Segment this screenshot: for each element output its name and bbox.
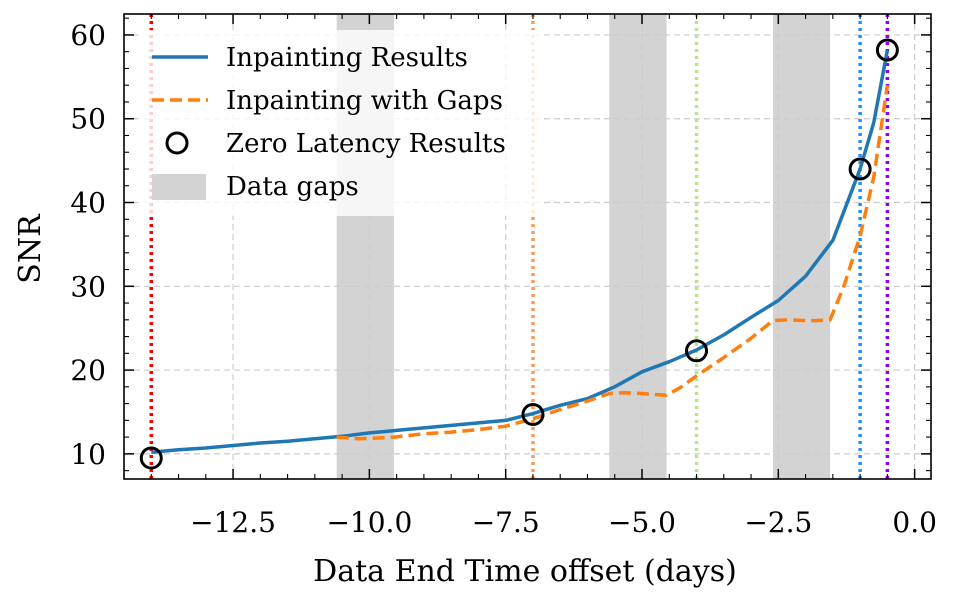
x-tick-label-4: −2.5	[744, 506, 812, 539]
zero-latency-point-3	[848, 157, 872, 181]
axes: −12.5 −10.0 −7.5 −5.0 −2.5 0.0 10 20 30 40 50 60	[70, 13, 937, 539]
legend-label-zero-latency: Zero Latency Results	[226, 129, 506, 159]
legend-label-gaps: Inpainting with Gaps	[226, 86, 503, 116]
y-tick-label-5: 60	[70, 19, 106, 52]
legend-label-data-gaps: Data gaps	[226, 172, 359, 202]
series-lines	[151, 49, 890, 454]
x-axis-label: Data End Time offset (days)	[313, 554, 737, 589]
zero-latency-point-4	[875, 38, 899, 62]
gap-region-2	[772, 14, 831, 479]
legend-marker-zero-latency	[165, 131, 189, 155]
y-tick-label-3: 40	[70, 187, 106, 220]
y-axis-label: SNR	[13, 213, 48, 284]
x-tick-label-5: 0.0	[892, 506, 937, 539]
y-tick-label-4: 50	[70, 103, 106, 136]
y-tick-label-2: 30	[70, 270, 106, 303]
zero-latency-point-0	[139, 446, 163, 470]
series-line-1	[336, 84, 890, 441]
x-tick-label-0: −12.5	[190, 506, 276, 539]
y-tick-label-1: 20	[70, 354, 106, 387]
zero-latency-point-1	[521, 402, 545, 426]
legend-swatch-data-gaps	[152, 174, 206, 200]
x-tick-label-2: −7.5	[472, 506, 540, 539]
legend-label-inpainting: Inpainting Results	[226, 43, 468, 73]
gap-region-1	[609, 14, 667, 479]
zero-latency-points	[139, 38, 899, 470]
legend: Inpainting Results Inpainting with Gaps …	[138, 30, 542, 216]
zero-latency-point-2	[685, 339, 709, 363]
series-line-0	[151, 49, 890, 454]
x-tick-label-1: −10.0	[326, 506, 412, 539]
y-tick-label-0: 10	[70, 438, 106, 471]
plot-frame	[123, 13, 932, 480]
x-tick-label-3: −5.0	[608, 506, 676, 539]
